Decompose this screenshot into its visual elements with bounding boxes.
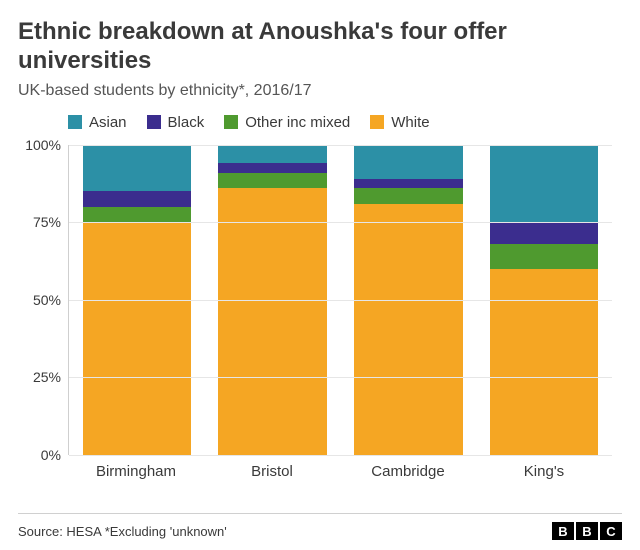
bbc-logo-letter: B [576,522,598,540]
bar-segment [354,204,463,455]
source-text: Source: HESA *Excluding 'unknown' [18,524,227,539]
bar-segment [83,207,192,223]
legend-swatch [147,115,161,129]
bar-segment [218,145,327,164]
legend: Asian Black Other inc mixed White [68,114,622,131]
legend-item: Asian [68,114,127,131]
legend-label: Black [168,114,205,131]
bar-segment [354,179,463,188]
bar-segment [83,222,192,455]
gridline [69,145,612,146]
x-tick-label: Birmingham [82,463,191,480]
y-tick-label: 100% [19,137,61,153]
legend-label: White [391,114,429,131]
bbc-logo: BBC [552,522,622,540]
bar-segment [218,188,327,455]
x-tick-label: King's [490,463,599,480]
legend-item: Black [147,114,205,131]
bar-segment [490,244,599,269]
legend-item: White [370,114,429,131]
bbc-logo-letter: B [552,522,574,540]
bbc-logo-letter: C [600,522,622,540]
bar-segment [218,163,327,172]
gridline [69,222,612,223]
bar-segment [218,173,327,189]
plot-area: 0%25%50%75%100% [68,145,612,455]
legend-swatch [224,115,238,129]
bar-segment [83,145,192,192]
legend-item: Other inc mixed [224,114,350,131]
bar-segment [354,145,463,179]
legend-label: Asian [89,114,127,131]
y-tick-label: 25% [19,369,61,385]
bar-segment [354,188,463,204]
y-tick-label: 50% [19,292,61,308]
x-tick-label: Cambridge [354,463,463,480]
bar-segment [490,145,599,223]
gridline [69,377,612,378]
legend-swatch [68,115,82,129]
chart-container: Ethnic breakdown at Anoushka's four offe… [0,0,640,550]
bar-segment [83,191,192,207]
bar-segment [490,269,599,455]
bar-segment [490,222,599,244]
chart-subtitle: UK-based students by ethnicity*, 2016/17 [18,82,622,100]
legend-swatch [370,115,384,129]
x-axis-labels: Birmingham Bristol Cambridge King's [68,463,612,480]
gridline [69,455,612,456]
x-tick-label: Bristol [218,463,327,480]
chart-footer: Source: HESA *Excluding 'unknown' BBC [18,513,622,540]
chart-title: Ethnic breakdown at Anoushka's four offe… [18,18,622,76]
gridline [69,300,612,301]
y-tick-label: 0% [19,447,61,463]
y-tick-label: 75% [19,214,61,230]
legend-label: Other inc mixed [245,114,350,131]
